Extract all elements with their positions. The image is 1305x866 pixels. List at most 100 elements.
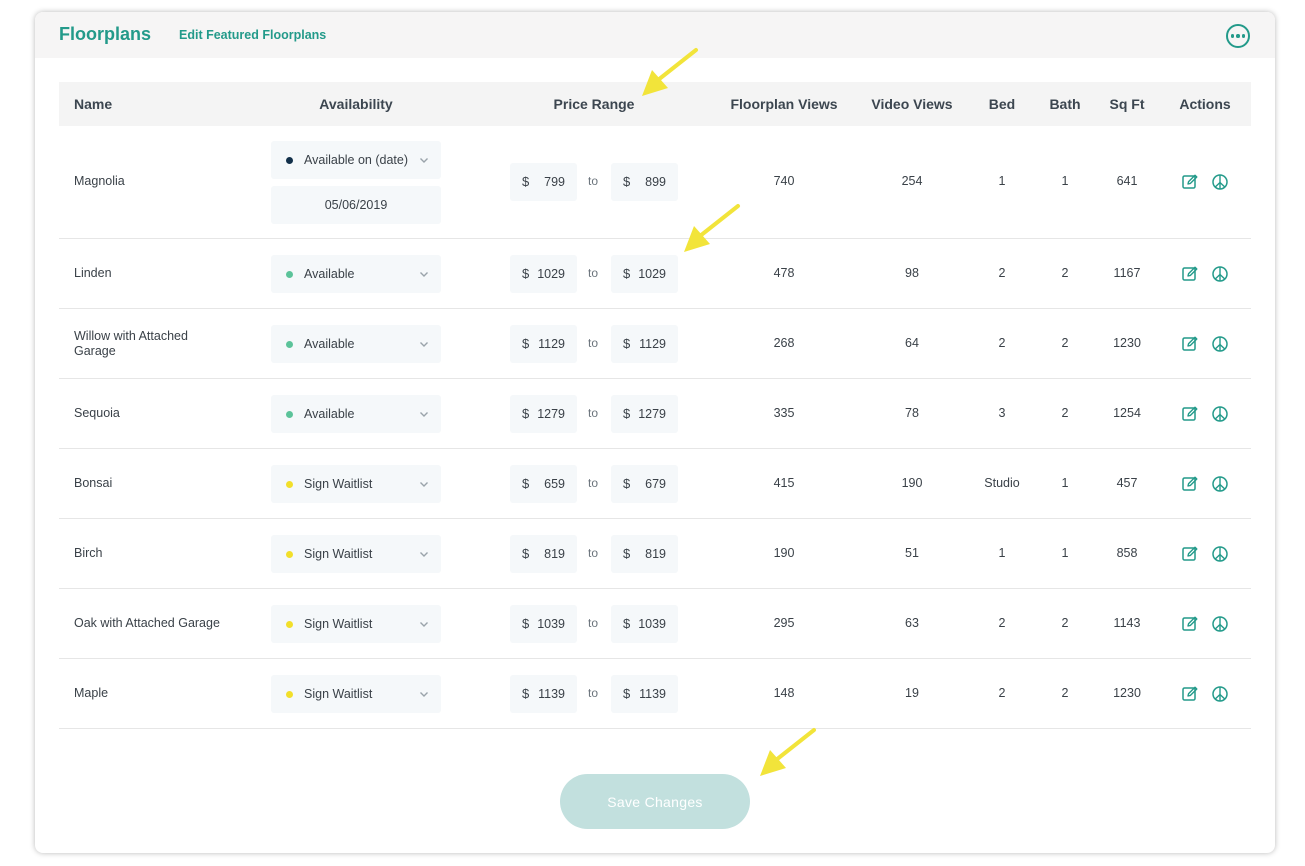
currency-symbol: $ [522, 336, 530, 351]
availability-select[interactable]: Available [271, 325, 441, 363]
availability-select[interactable]: Available [271, 255, 441, 293]
edit-featured-floorplans-link[interactable]: Edit Featured Floorplans [179, 28, 327, 42]
status-dot [286, 411, 293, 418]
bed-count: 1 [998, 174, 1006, 188]
table-row: Willow with Attached Garage Available $ … [59, 309, 1251, 379]
availability-select[interactable]: Available on (date) [271, 141, 441, 179]
currency-symbol: $ [522, 174, 530, 189]
peace-icon[interactable] [1211, 615, 1229, 633]
price-to-input[interactable]: $ 1129 [611, 325, 678, 363]
card-header: Floorplans Edit Featured Floorplans [35, 12, 1275, 58]
sqft-value: 858 [1116, 546, 1138, 560]
price-from-input[interactable]: $ 1139 [510, 675, 577, 713]
availability-select[interactable]: Sign Waitlist [271, 605, 441, 643]
edit-icon[interactable] [1181, 545, 1199, 563]
price-from-input[interactable]: $ 659 [510, 465, 577, 503]
floorplan-name: Oak with Attached Garage [74, 616, 220, 630]
edit-icon[interactable] [1181, 335, 1199, 353]
edit-icon[interactable] [1181, 615, 1199, 633]
floorplans-card: Floorplans Edit Featured Floorplans Name… [35, 12, 1275, 853]
availability-select[interactable]: Sign Waitlist [271, 465, 441, 503]
video-views: 19 [905, 686, 919, 700]
bed-count: 1 [998, 546, 1006, 560]
peace-icon[interactable] [1211, 405, 1229, 423]
price-to-input[interactable]: $ 1139 [611, 675, 678, 713]
price-from-input[interactable]: $ 1039 [510, 605, 577, 643]
price-from-input[interactable]: $ 1279 [510, 395, 577, 433]
available-date-input[interactable]: 05/06/2019 [271, 186, 441, 224]
peace-icon[interactable] [1211, 265, 1229, 283]
price-from-value: 1139 [538, 687, 565, 701]
availability-value: Available [304, 407, 355, 421]
price-from-input[interactable]: $ 1129 [510, 325, 577, 363]
availability-select[interactable]: Sign Waitlist [271, 535, 441, 573]
edit-icon[interactable] [1181, 405, 1199, 423]
peace-icon[interactable] [1211, 335, 1229, 353]
floorplan-name: Willow with Attached Garage [74, 329, 188, 358]
price-separator: to [588, 546, 599, 560]
video-views: 64 [905, 336, 919, 350]
price-from-input[interactable]: $ 819 [510, 535, 577, 573]
edit-icon[interactable] [1181, 685, 1199, 703]
chevron-down-icon [419, 406, 429, 417]
availability-select[interactable]: Sign Waitlist [271, 675, 441, 713]
column-header-bed: Bed [988, 96, 1016, 112]
peace-icon[interactable] [1211, 545, 1229, 563]
price-to-input[interactable]: $ 679 [611, 465, 678, 503]
availability-value: Sign Waitlist [304, 617, 373, 631]
chevron-down-icon [419, 686, 429, 697]
edit-icon[interactable] [1181, 265, 1199, 283]
price-separator: to [588, 406, 599, 420]
table-header: Name Availability Price Range Floorplan … [59, 82, 1251, 126]
column-header-actions: Actions [1179, 96, 1231, 112]
bath-count: 2 [1061, 266, 1069, 280]
price-to-input[interactable]: $ 1029 [611, 255, 678, 293]
currency-symbol: $ [623, 266, 631, 281]
floorplan-views: 740 [773, 174, 795, 188]
availability-value: Sign Waitlist [304, 547, 373, 561]
video-views: 254 [901, 174, 923, 188]
price-to-value: 819 [645, 547, 666, 561]
peace-icon[interactable] [1211, 475, 1229, 493]
bed-count: 3 [998, 406, 1006, 420]
currency-symbol: $ [522, 266, 530, 281]
chevron-down-icon [419, 616, 429, 627]
price-to-input[interactable]: $ 1279 [611, 395, 678, 433]
column-header-sqft: Sq Ft [1109, 96, 1145, 112]
status-dot [286, 341, 293, 348]
price-to-input[interactable]: $ 899 [611, 163, 678, 201]
chevron-down-icon [419, 336, 429, 347]
column-header-name: Name [74, 96, 113, 112]
status-dot [286, 691, 293, 698]
peace-icon[interactable] [1211, 173, 1229, 191]
floorplan-name: Birch [74, 546, 103, 560]
floorplan-name: Magnolia [74, 174, 125, 188]
bed-count: 2 [998, 686, 1006, 700]
edit-icon[interactable] [1181, 475, 1199, 493]
edit-icon[interactable] [1181, 173, 1199, 191]
price-separator: to [588, 174, 599, 188]
currency-symbol: $ [522, 616, 530, 631]
price-from-input[interactable]: $ 799 [510, 163, 577, 201]
save-changes-button[interactable]: Save Changes [560, 774, 750, 829]
price-to-value: 1279 [638, 407, 666, 421]
availability-select[interactable]: Available [271, 395, 441, 433]
floorplan-views: 148 [773, 686, 795, 700]
bed-count: Studio [984, 476, 1020, 490]
status-dot [286, 621, 293, 628]
currency-symbol: $ [522, 546, 530, 561]
price-from-value: 659 [544, 477, 565, 491]
availability-value: Available [304, 337, 355, 351]
video-views: 78 [905, 406, 919, 420]
price-from-input[interactable]: $ 1029 [510, 255, 577, 293]
more-options-icon[interactable] [1226, 24, 1250, 48]
peace-icon[interactable] [1211, 685, 1229, 703]
price-to-value: 1139 [639, 687, 666, 701]
price-to-value: 1029 [638, 267, 666, 281]
price-to-input[interactable]: $ 819 [611, 535, 678, 573]
chevron-down-icon [419, 152, 429, 163]
column-header-bath: Bath [1049, 96, 1081, 112]
video-views: 63 [905, 616, 919, 630]
price-to-input[interactable]: $ 1039 [611, 605, 678, 643]
floorplan-views: 335 [773, 406, 795, 420]
